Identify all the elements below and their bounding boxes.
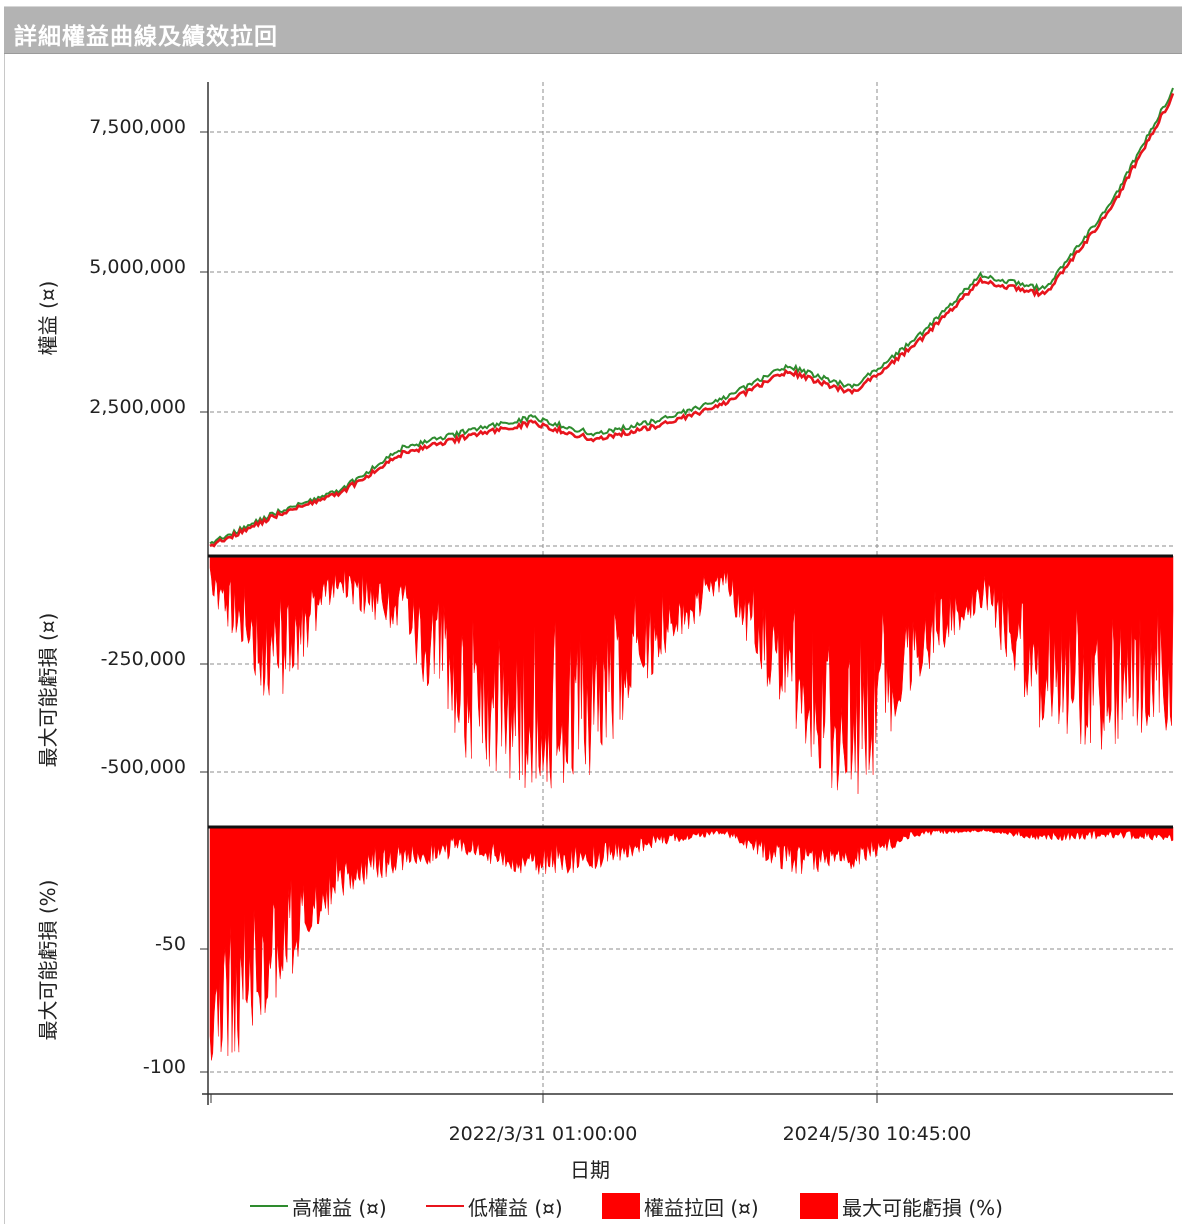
drawdown-series xyxy=(209,555,1174,794)
x-axis-title: 日期 xyxy=(570,1158,610,1182)
panel-percent: -50 -100 最大可能虧損 (%) xyxy=(36,826,1174,1078)
series-area-percent xyxy=(209,826,1174,1061)
window-title: 詳細權益曲線及績效拉回 xyxy=(14,24,278,50)
axes xyxy=(200,82,1173,1105)
x-tick-0: 2022/3/31 01:00:00 xyxy=(449,1123,638,1145)
y-tick-drawdown-0: -250,000 xyxy=(101,648,186,670)
title-bar: 詳細權益曲線及績效拉回 xyxy=(4,6,1182,54)
y-tick-percent-1: -100 xyxy=(143,1056,186,1078)
series-area-drawdown xyxy=(209,555,1174,794)
series-line-high-equity xyxy=(209,87,1174,545)
panel-border xyxy=(4,54,5,1224)
legend-label-drawdown: 權益拉回 (¤) xyxy=(644,1195,759,1220)
legend-item-high: 高權益 (¤) xyxy=(250,1192,387,1220)
legend-swatch-drawdown xyxy=(602,1193,640,1219)
series-line-low-equity xyxy=(209,92,1175,548)
y-axis-title-equity: 權益 (¤) xyxy=(36,281,60,356)
legend-item-percent: 最大可能虧損 (%) xyxy=(800,1192,1003,1220)
panel-equity: 7,500,000 5,000,000 2,500,000 權益 (¤) xyxy=(36,87,1175,548)
equity-series xyxy=(209,87,1175,548)
legend-item-low: 低權益 (¤) xyxy=(426,1192,563,1220)
y-tick-equity-0: 7,500,000 xyxy=(89,116,186,138)
panel-drawdown: -250,000 -500,000 最大可能虧損 (¤) xyxy=(36,555,1174,794)
y-tick-equity-1: 5,000,000 xyxy=(89,256,186,278)
percent-series xyxy=(209,826,1174,1061)
legend-swatch-percent xyxy=(800,1193,838,1219)
x-tick-1: 2024/5/30 10:45:00 xyxy=(783,1123,972,1145)
y-tick-drawdown-1: -500,000 xyxy=(101,756,186,778)
legend-label-low: 低權益 (¤) xyxy=(468,1195,563,1220)
legend-swatch-low xyxy=(426,1205,464,1207)
y-axis-title-percent: 最大可能虧損 (%) xyxy=(36,880,60,1041)
y-axis-title-drawdown: 最大可能虧損 (¤) xyxy=(36,613,60,768)
y-tick-percent-0: -50 xyxy=(155,933,186,955)
legend-swatch-high xyxy=(250,1205,288,1207)
y-tick-equity-2: 2,500,000 xyxy=(89,396,186,418)
legend-label-high: 高權益 (¤) xyxy=(292,1195,387,1220)
legend-item-drawdown: 權益拉回 (¤) xyxy=(602,1192,759,1220)
legend-label-percent: 最大可能虧損 (%) xyxy=(842,1195,1003,1220)
